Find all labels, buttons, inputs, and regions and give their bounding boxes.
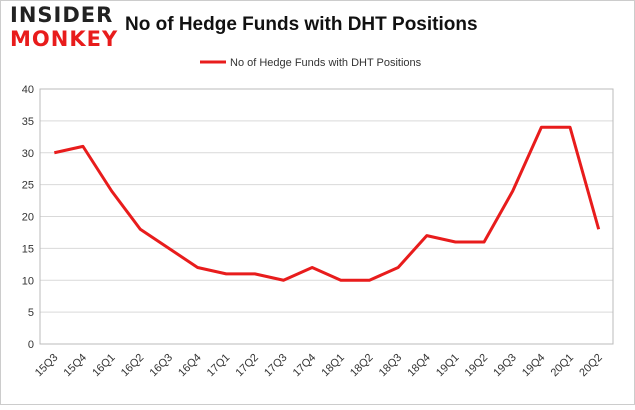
y-tick-label: 10 [22, 275, 34, 287]
y-tick-label: 30 [22, 148, 34, 160]
legend-label: No of Hedge Funds with DHT Positions [230, 57, 422, 69]
y-tick-label: 5 [28, 307, 34, 319]
plot-border [39, 88, 614, 345]
y-tick-label: 20 [22, 212, 34, 224]
y-tick-label: 25 [22, 180, 34, 192]
y-tick-label: 40 [22, 84, 34, 96]
y-tick-label: 35 [22, 116, 34, 128]
logo-bottom: MONKEY [10, 27, 118, 51]
logo-top: INSIDER [10, 3, 113, 27]
chart-title: No of Hedge Funds with DHT Positions [125, 14, 478, 35]
line [53, 125, 601, 282]
y-tick-label: 15 [22, 243, 34, 255]
y-tick-label: 0 [28, 339, 34, 351]
